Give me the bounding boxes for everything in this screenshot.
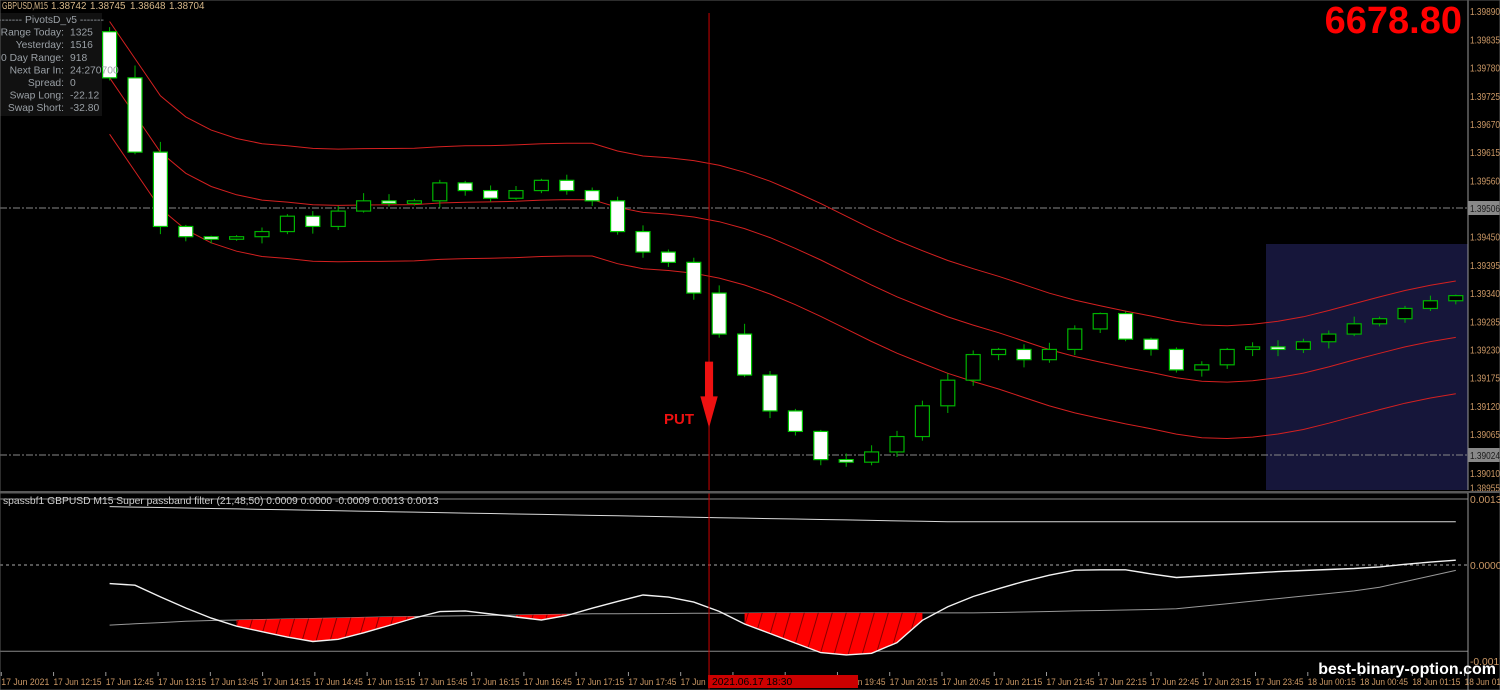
svg-text:1.39010: 1.39010 xyxy=(1470,469,1500,480)
svg-text:18 Jun 01:15: 18 Jun 01:15 xyxy=(1412,677,1460,687)
svg-text:1.38745: 1.38745 xyxy=(90,1,126,12)
svg-text:17 Jun 17:45: 17 Jun 17:45 xyxy=(628,677,676,687)
svg-text:1.39230: 1.39230 xyxy=(1470,345,1500,356)
svg-text:Swap Short:: Swap Short: xyxy=(8,103,64,114)
svg-text:17 Jun 14:45: 17 Jun 14:45 xyxy=(315,677,363,687)
svg-text:18 Jun 00:45: 18 Jun 00:45 xyxy=(1360,677,1408,687)
svg-text:1325: 1325 xyxy=(70,28,93,39)
svg-text:17 Jun 21:45: 17 Jun 21:45 xyxy=(1047,677,1095,687)
svg-text:------- PivotsD_v5 -------: ------- PivotsD_v5 ------- xyxy=(0,15,104,26)
svg-text:17 Jun 2021: 17 Jun 2021 xyxy=(1,677,49,687)
svg-text:1.39450: 1.39450 xyxy=(1470,233,1500,244)
svg-text:1516: 1516 xyxy=(70,40,93,51)
svg-text:1.39835: 1.39835 xyxy=(1470,35,1500,46)
svg-text:17 Jun 20:15: 17 Jun 20:15 xyxy=(890,677,938,687)
svg-text:1.39395: 1.39395 xyxy=(1470,261,1500,272)
svg-text:1.39615: 1.39615 xyxy=(1470,148,1500,159)
svg-text:1.39890: 1.39890 xyxy=(1470,7,1500,18)
svg-text:1.39065: 1.39065 xyxy=(1470,430,1500,441)
svg-text:0.0000: 0.0000 xyxy=(1470,561,1500,572)
svg-text:17 Jun 14:15: 17 Jun 14:15 xyxy=(263,677,311,687)
svg-text:Swap Long:: Swap Long: xyxy=(10,91,64,102)
svg-text:17 Jun 13:45: 17 Jun 13:45 xyxy=(210,677,258,687)
svg-text:GBPUSD,M15: GBPUSD,M15 xyxy=(2,1,48,12)
svg-text:17 Jun 16:45: 17 Jun 16:45 xyxy=(524,677,572,687)
svg-text:17 Jun 15:15: 17 Jun 15:15 xyxy=(367,677,415,687)
svg-text:1.39024: 1.39024 xyxy=(1470,451,1500,462)
svg-text:Range Today:: Range Today: xyxy=(1,28,64,39)
svg-text:17 Jun 22:45: 17 Jun 22:45 xyxy=(1151,677,1199,687)
svg-text:-32.80: -32.80 xyxy=(70,103,99,114)
svg-text:17 Jun 23:45: 17 Jun 23:45 xyxy=(1256,677,1304,687)
svg-text:2021.06.17 18:30: 2021.06.17 18:30 xyxy=(712,677,792,688)
svg-text:17 Jun 16:15: 17 Jun 16:15 xyxy=(472,677,520,687)
svg-text:0.0013: 0.0013 xyxy=(1470,495,1500,506)
svg-text:1.39725: 1.39725 xyxy=(1470,92,1500,103)
svg-text:17 Jun 15:45: 17 Jun 15:45 xyxy=(419,677,467,687)
svg-text:1.38648: 1.38648 xyxy=(130,1,166,12)
svg-text:17 Jun 21:15: 17 Jun 21:15 xyxy=(994,677,1042,687)
svg-text:1.39780: 1.39780 xyxy=(1470,64,1500,75)
svg-text:Yesterday:: Yesterday: xyxy=(16,40,64,51)
svg-text:6678.80: 6678.80 xyxy=(1325,0,1462,42)
svg-text:1.39670: 1.39670 xyxy=(1470,120,1500,131)
svg-text:spassbf1 GBPUSD M15 Super pass: spassbf1 GBPUSD M15 Super passband filte… xyxy=(3,496,439,507)
svg-text:1.39120: 1.39120 xyxy=(1470,402,1500,413)
svg-text:1.39175: 1.39175 xyxy=(1470,374,1500,385)
svg-text:17 Jun 23:15: 17 Jun 23:15 xyxy=(1203,677,1251,687)
svg-text:24:270700: 24:270700 xyxy=(70,65,119,76)
svg-text:0: 0 xyxy=(70,78,76,89)
svg-text:17 Jun 13:15: 17 Jun 13:15 xyxy=(158,677,206,687)
svg-text:17 Jun 12:45: 17 Jun 12:45 xyxy=(106,677,154,687)
svg-text:30 Day Range:: 30 Day Range: xyxy=(0,53,64,64)
svg-text:Spread:: Spread: xyxy=(28,78,64,89)
svg-text:-22.12: -22.12 xyxy=(70,91,99,102)
svg-text:18 Jun 01:45: 18 Jun 01:45 xyxy=(1465,677,1500,687)
svg-text:best-binary-option.com: best-binary-option.com xyxy=(1318,661,1496,678)
svg-text:1.38704: 1.38704 xyxy=(169,1,205,12)
svg-text:PUT: PUT xyxy=(664,411,694,428)
svg-text:17 Jun 22:15: 17 Jun 22:15 xyxy=(1099,677,1147,687)
svg-text:17 Jun 12:15: 17 Jun 12:15 xyxy=(54,677,102,687)
svg-text:918: 918 xyxy=(70,53,87,64)
svg-text:1.38742: 1.38742 xyxy=(51,1,86,12)
svg-text:17 Jun 20:45: 17 Jun 20:45 xyxy=(942,677,990,687)
svg-text:1.39506: 1.39506 xyxy=(1470,204,1500,215)
svg-text:1.39285: 1.39285 xyxy=(1470,317,1500,328)
svg-text:17 Jun 17:15: 17 Jun 17:15 xyxy=(576,677,624,687)
svg-text:1.39560: 1.39560 xyxy=(1470,176,1500,187)
svg-text:Next Bar In:: Next Bar In: xyxy=(10,65,64,76)
svg-text:1.39340: 1.39340 xyxy=(1470,289,1500,300)
svg-text:18 Jun 00:15: 18 Jun 00:15 xyxy=(1308,677,1356,687)
